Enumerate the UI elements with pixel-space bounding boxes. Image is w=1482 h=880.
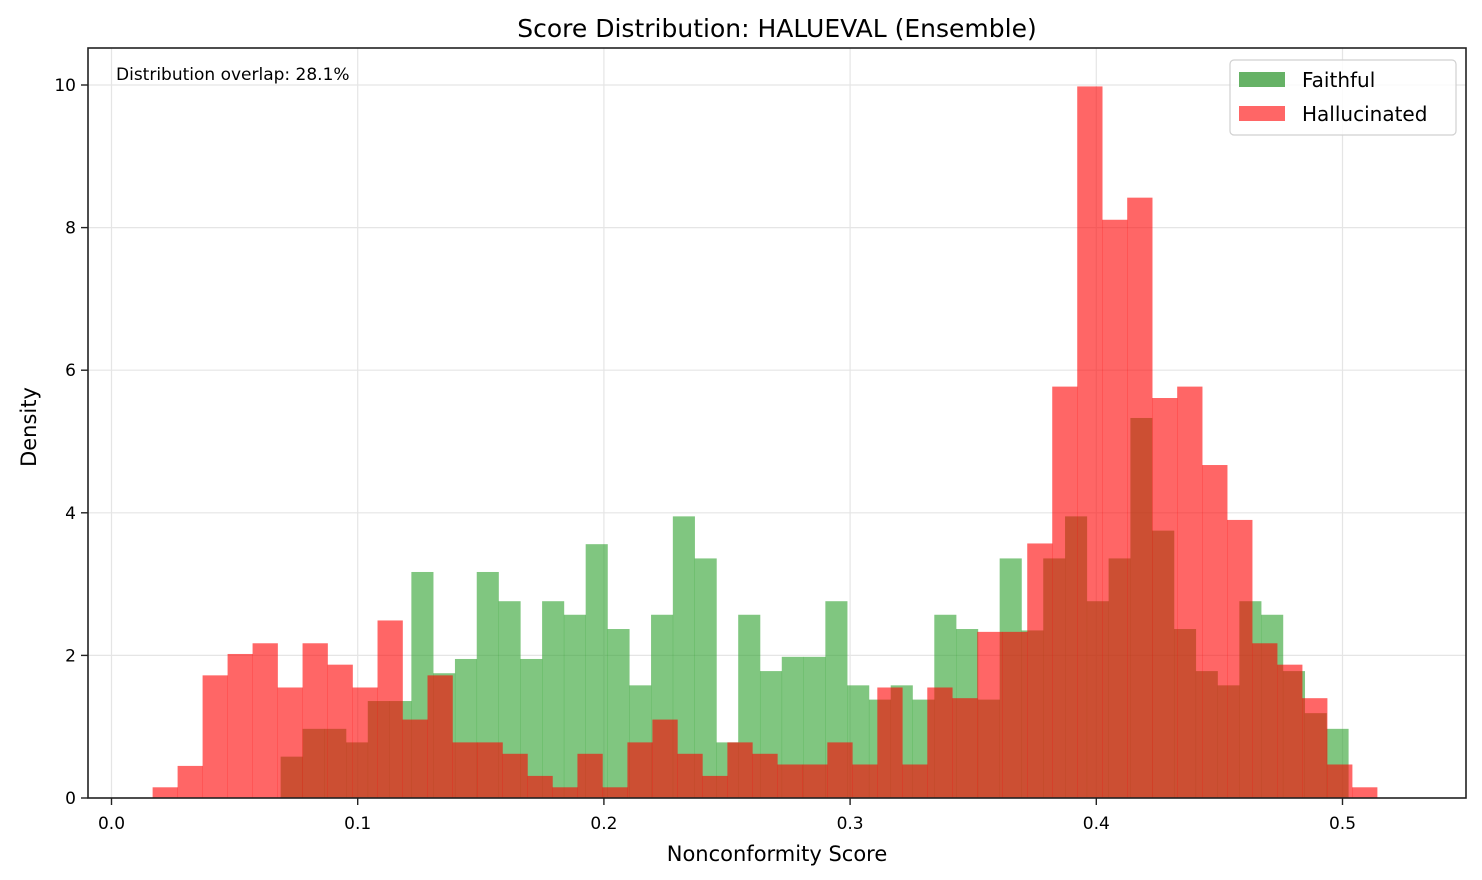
y-axis-label: Density bbox=[17, 387, 41, 467]
histogram-bar bbox=[577, 753, 603, 798]
histogram-bar bbox=[952, 698, 978, 798]
histogram-bar bbox=[827, 742, 853, 798]
y-tick-label: 6 bbox=[65, 361, 76, 381]
y-tick-label: 8 bbox=[65, 219, 76, 239]
histogram-bar bbox=[352, 687, 378, 799]
histogram-bar bbox=[1027, 543, 1053, 798]
chart-title: Score Distribution: HALUEVAL (Ensemble) bbox=[517, 14, 1036, 43]
histogram-bar bbox=[563, 614, 586, 798]
histogram-bar bbox=[1302, 698, 1328, 798]
histogram-bar bbox=[477, 742, 503, 798]
histogram-bar bbox=[672, 516, 695, 798]
y-axis-ticks: 0 2 4 6 8 10 bbox=[54, 76, 88, 809]
histogram-bar bbox=[152, 787, 178, 798]
histogram-bar bbox=[552, 787, 578, 798]
y-tick-label: 4 bbox=[65, 504, 76, 524]
histogram-bar bbox=[527, 775, 553, 798]
x-tick-label: 0.1 bbox=[344, 814, 371, 834]
x-tick-label: 0.5 bbox=[1329, 814, 1356, 834]
histogram-bar bbox=[252, 643, 278, 798]
legend-box bbox=[1229, 59, 1457, 136]
histogram-bar bbox=[602, 787, 628, 798]
histogram-bar bbox=[377, 620, 403, 798]
y-tick-label: 10 bbox=[54, 76, 76, 96]
histogram-bar bbox=[677, 753, 703, 798]
histogram-bar bbox=[498, 601, 521, 798]
histogram-bar bbox=[1152, 398, 1178, 798]
hallucinated-bars bbox=[152, 86, 1378, 799]
legend-label-hallucinated: Hallucinated bbox=[1302, 102, 1427, 126]
histogram-bar bbox=[1252, 643, 1278, 798]
histogram-bar bbox=[177, 765, 203, 798]
x-axis-ticks: 0.0 0.1 0.2 0.3 0.4 0.5 bbox=[98, 798, 1356, 834]
histogram-bar bbox=[402, 719, 428, 798]
histogram-bar bbox=[627, 742, 653, 798]
histogram-bar bbox=[327, 664, 353, 798]
histogram-bar bbox=[1327, 764, 1353, 798]
histogram-bar bbox=[585, 544, 608, 798]
legend-swatch-hallucinated bbox=[1239, 106, 1285, 121]
legend-label-faithful: Faithful bbox=[1302, 68, 1375, 92]
histogram-bar bbox=[1352, 787, 1378, 798]
legend-swatch-faithful bbox=[1239, 72, 1285, 87]
histogram-bar bbox=[752, 753, 778, 798]
histogram-bar bbox=[694, 558, 717, 798]
histogram-bar bbox=[1077, 86, 1103, 799]
histogram-bar bbox=[1277, 664, 1303, 798]
x-tick-label: 0.0 bbox=[98, 814, 125, 834]
x-tick-label: 0.3 bbox=[837, 814, 864, 834]
histogram-bar bbox=[542, 601, 565, 798]
plot-frame bbox=[87, 47, 1467, 799]
histogram-bar bbox=[607, 629, 630, 798]
x-axis-label: Nonconformity Score bbox=[667, 842, 888, 866]
histogram-bar bbox=[1127, 197, 1153, 798]
legend: Faithful Hallucinated bbox=[1229, 59, 1457, 136]
histogram-bar bbox=[902, 764, 928, 798]
histogram-bar bbox=[777, 764, 803, 798]
histogram-bar bbox=[202, 675, 228, 798]
histogram-bar bbox=[977, 631, 1003, 798]
histogram-bar bbox=[302, 643, 328, 798]
histogram-bar bbox=[1177, 386, 1203, 798]
histogram-bar bbox=[877, 687, 903, 799]
histogram-bar bbox=[927, 687, 953, 799]
histogram-bar bbox=[476, 571, 499, 798]
histogram-bar bbox=[727, 742, 753, 798]
histogram-bar bbox=[1202, 465, 1228, 798]
y-tick-label: 2 bbox=[65, 646, 76, 666]
histogram-bar bbox=[702, 775, 728, 798]
histogram-bar bbox=[781, 656, 804, 798]
histogram-bar bbox=[1227, 519, 1253, 798]
histogram-bar bbox=[802, 764, 828, 798]
histogram-bar bbox=[1052, 386, 1078, 798]
histogram-bar bbox=[277, 687, 303, 799]
histogram-bar bbox=[502, 753, 528, 798]
histogram-bar bbox=[652, 719, 678, 798]
histogram-bar bbox=[1002, 631, 1028, 798]
y-tick-label: 0 bbox=[65, 789, 76, 809]
x-tick-label: 0.2 bbox=[590, 814, 617, 834]
x-tick-label: 0.4 bbox=[1083, 814, 1110, 834]
histogram-bar bbox=[427, 675, 453, 798]
histogram-bar bbox=[227, 653, 253, 798]
histogram-bar bbox=[452, 742, 478, 798]
histogram-bar bbox=[852, 764, 878, 798]
histogram-bar bbox=[803, 656, 826, 798]
overlap-annotation: Distribution overlap: 28.1% bbox=[116, 65, 350, 85]
histogram-bar bbox=[1102, 219, 1128, 798]
